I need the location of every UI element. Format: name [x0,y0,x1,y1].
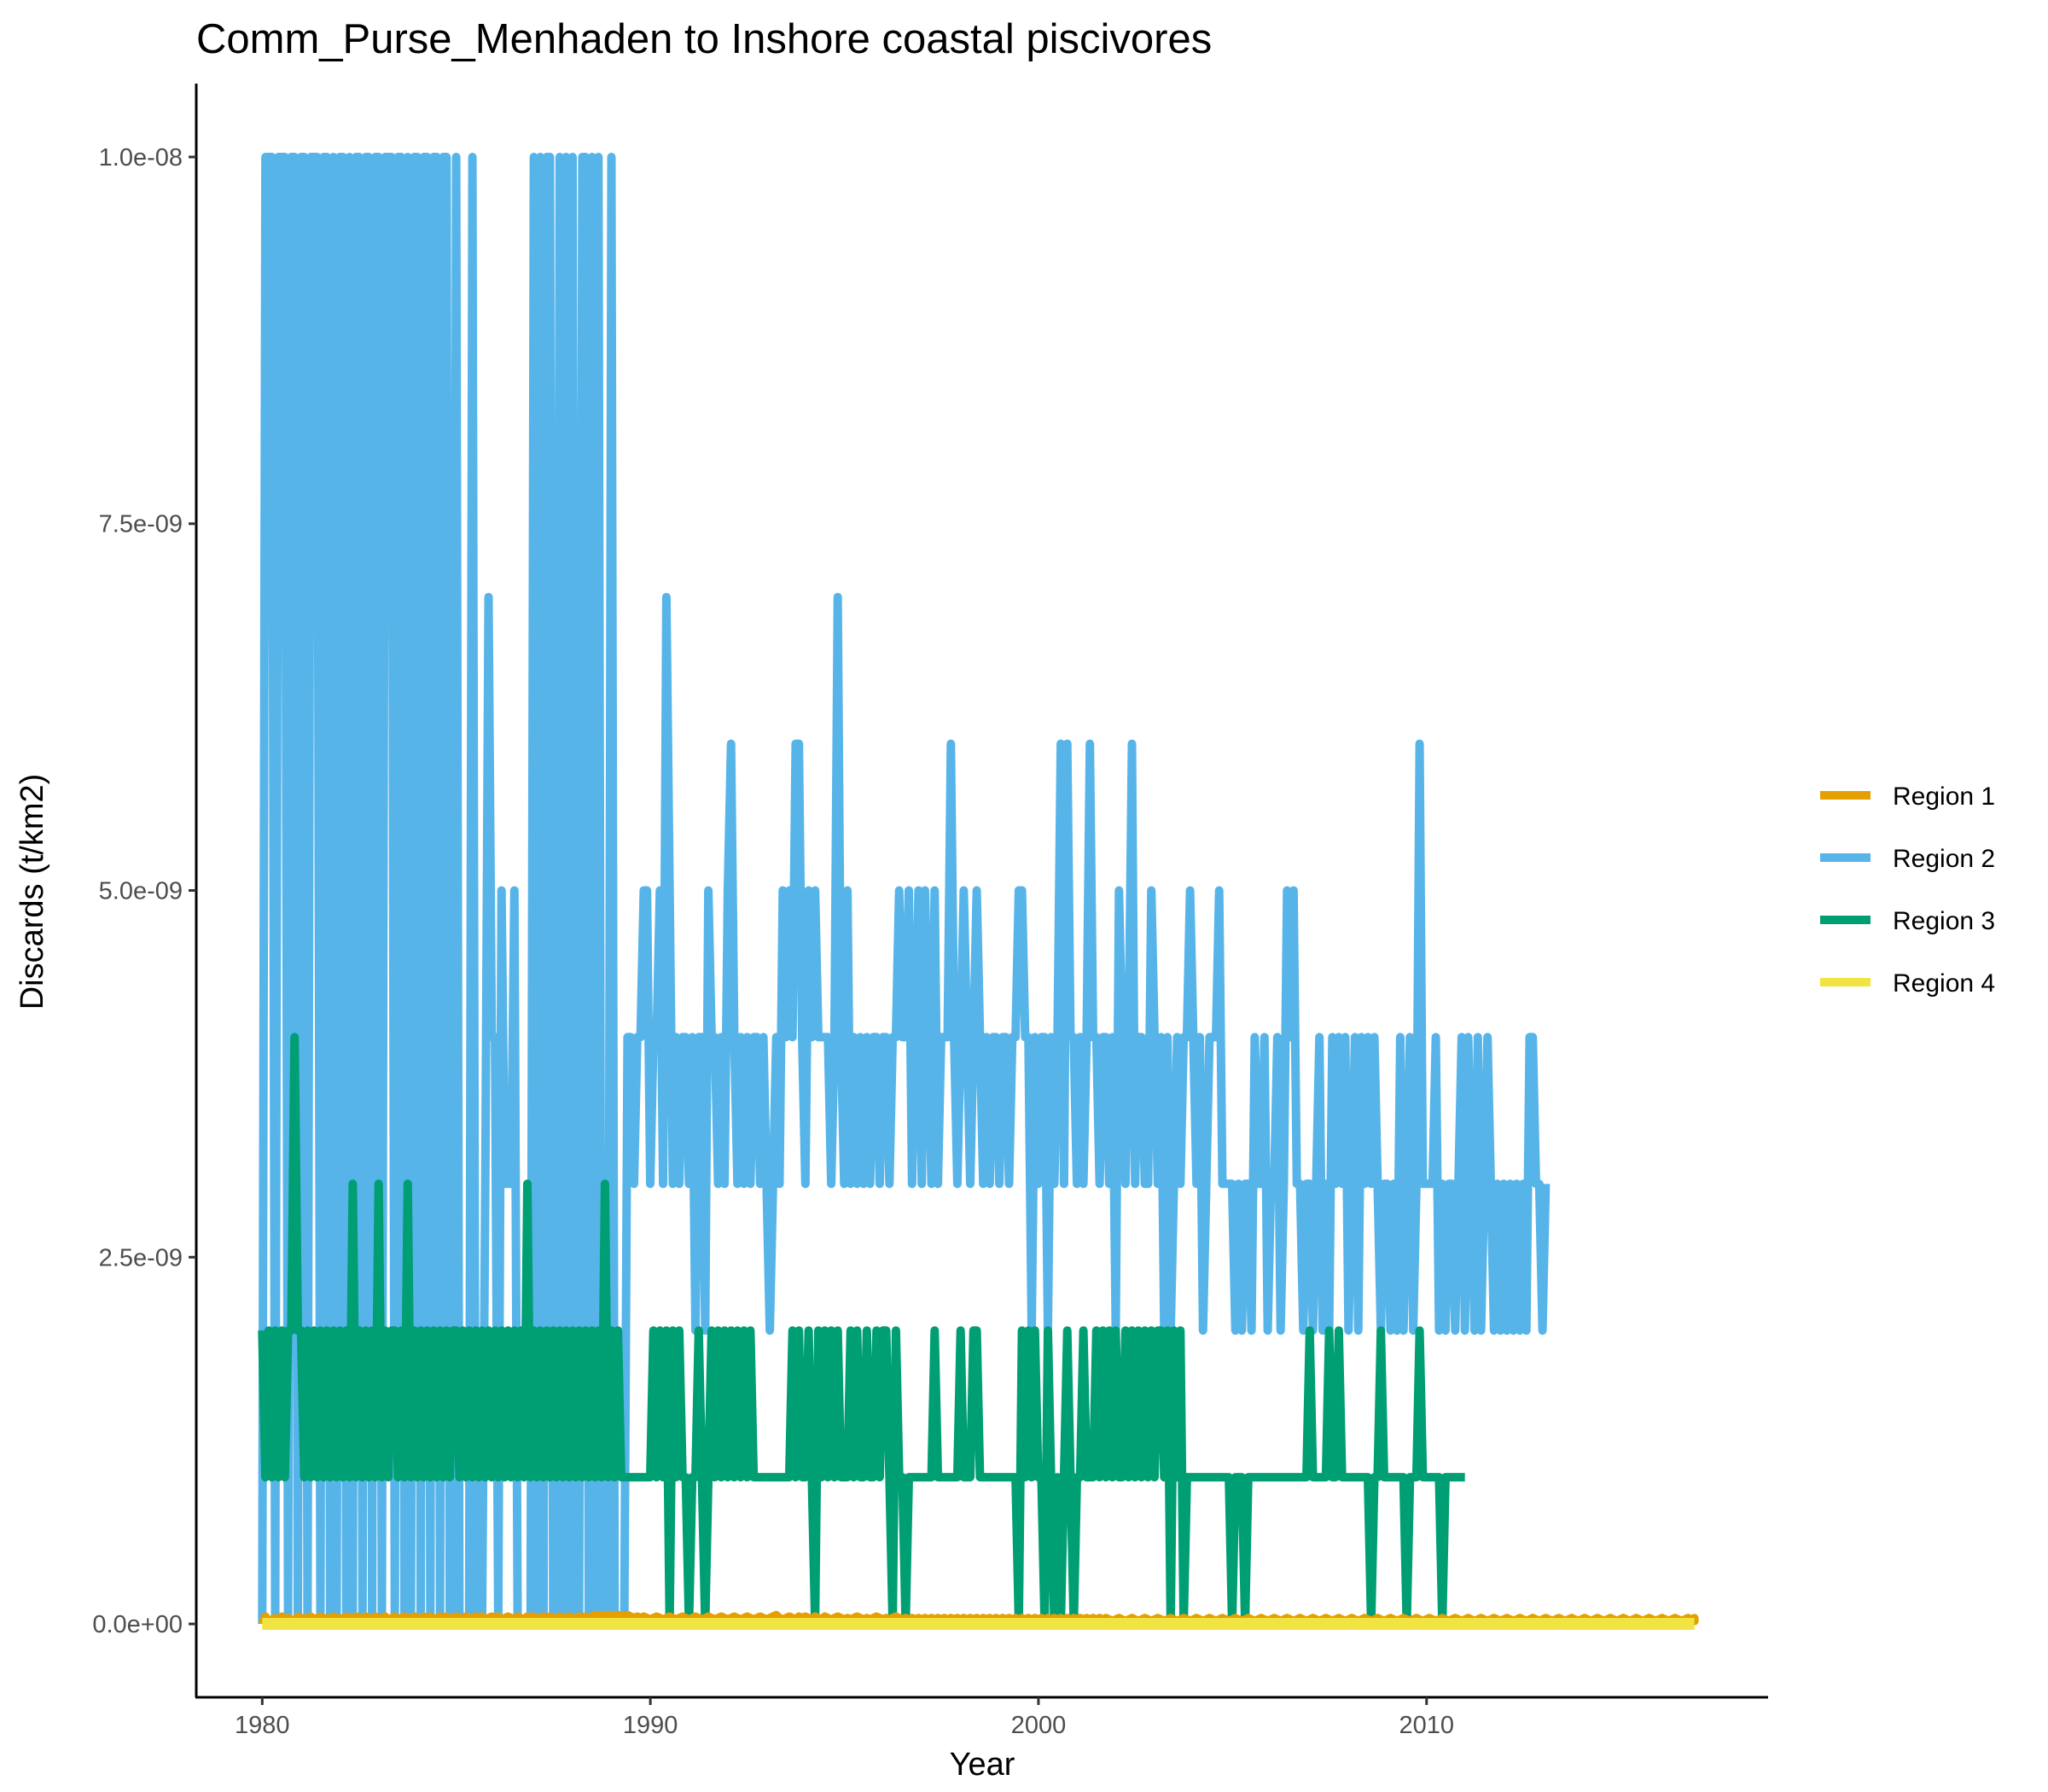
x-tick-label: 2010 [1399,1712,1455,1739]
legend-label-region-4: Region 4 [1893,969,1995,998]
y-tick-label: 5.0e-09 [99,878,183,905]
chart-title: Comm_Purse_Menhaden to Inshore coastal p… [196,16,1212,62]
y-tick-label: 0.0e+00 [92,1611,183,1638]
y-tick-label: 2.5e-09 [99,1244,183,1271]
legend-label-region-1: Region 1 [1893,783,1995,811]
series-line-region-3 [258,1033,1466,1628]
x-tick-label: 1980 [235,1712,290,1739]
x-tick-label: 2000 [1011,1712,1067,1739]
legend: Region 1 Region 2 Region 3 Region 4 [1820,783,1995,998]
y-tick-label: 1.0e-08 [99,144,183,172]
x-axis-title: Year [950,1747,1015,1783]
legend-label-region-2: Region 2 [1893,845,1995,873]
legend-label-region-3: Region 3 [1893,907,1995,935]
x-tick-label: 1990 [623,1712,678,1739]
y-tick-label: 7.5e-09 [99,511,183,538]
y-ticks: 0.0e+00 2.5e-09 5.0e-09 7.5e-09 1.0e-08 [92,144,196,1638]
y-axis-title: Discards (t/km2) [15,774,50,1010]
series-layer [258,153,1699,1630]
x-ticks: 1980 1990 2000 2010 [235,1697,1454,1739]
